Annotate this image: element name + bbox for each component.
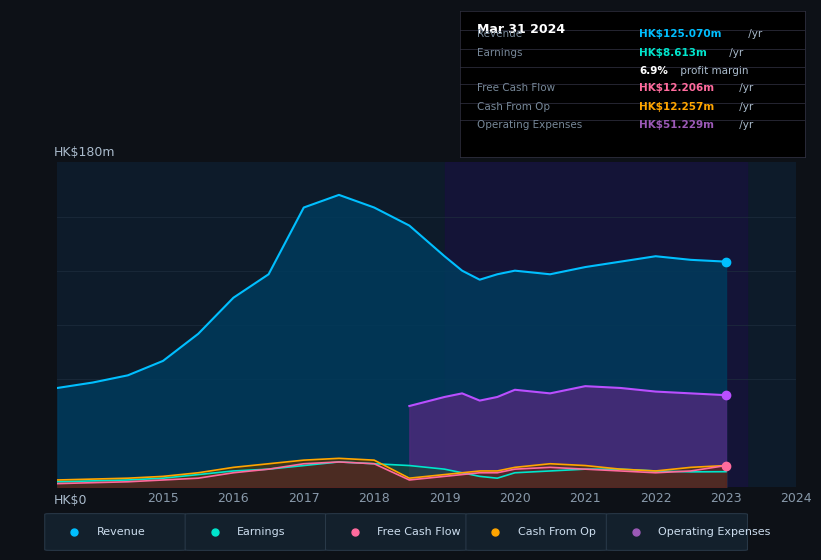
Text: Revenue: Revenue — [477, 30, 522, 40]
Text: Cash From Op: Cash From Op — [518, 527, 595, 537]
Text: 6.9%: 6.9% — [639, 66, 668, 76]
Text: Earnings: Earnings — [237, 527, 286, 537]
Text: Operating Expenses: Operating Expenses — [658, 527, 770, 537]
Text: HK$12.206m: HK$12.206m — [639, 83, 714, 94]
Text: /yr: /yr — [736, 102, 753, 113]
Text: HK$125.070m: HK$125.070m — [639, 30, 722, 40]
Text: HK$51.229m: HK$51.229m — [639, 120, 714, 130]
Bar — [444, 162, 747, 487]
Text: Free Cash Flow: Free Cash Flow — [477, 83, 555, 94]
FancyBboxPatch shape — [325, 514, 466, 550]
FancyBboxPatch shape — [186, 514, 326, 550]
Text: Mar 31 2024: Mar 31 2024 — [477, 23, 565, 36]
FancyBboxPatch shape — [606, 514, 747, 550]
Text: /yr: /yr — [745, 30, 763, 40]
Text: /yr: /yr — [736, 120, 753, 130]
FancyBboxPatch shape — [466, 514, 607, 550]
Text: profit margin: profit margin — [677, 66, 749, 76]
FancyBboxPatch shape — [45, 514, 186, 550]
Text: /yr: /yr — [726, 48, 743, 58]
Text: HK$180m: HK$180m — [54, 146, 115, 159]
Text: Free Cash Flow: Free Cash Flow — [378, 527, 461, 537]
Text: HK$0: HK$0 — [54, 494, 87, 507]
Text: Earnings: Earnings — [477, 48, 522, 58]
Text: HK$8.613m: HK$8.613m — [639, 48, 707, 58]
Text: Cash From Op: Cash From Op — [477, 102, 550, 113]
Text: Operating Expenses: Operating Expenses — [477, 120, 582, 130]
Text: /yr: /yr — [736, 83, 753, 94]
Text: Revenue: Revenue — [97, 527, 145, 537]
Text: HK$12.257m: HK$12.257m — [639, 102, 714, 113]
